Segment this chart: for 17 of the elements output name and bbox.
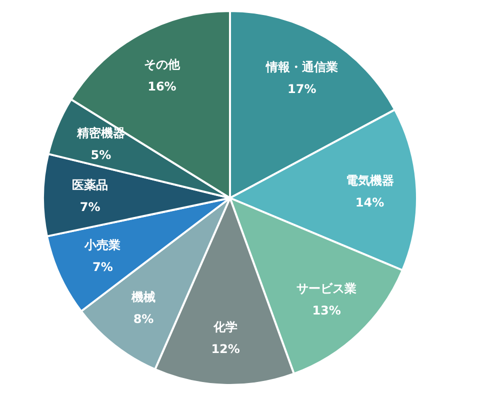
data-label: 7% (80, 200, 100, 214)
data-label: 8% (133, 312, 154, 326)
slice-label: サービス業 (296, 281, 357, 296)
slice-label: 情報・通信業 (264, 60, 338, 74)
slice-label: その他 (144, 58, 181, 72)
data-label: 12% (211, 342, 240, 356)
slice-label: 医薬品 (72, 178, 108, 192)
data-label: 14% (355, 195, 384, 210)
slice-label: 小売業 (84, 238, 121, 252)
data-label: 17% (288, 82, 316, 96)
data-label: 16% (148, 80, 176, 94)
slice-label: 化学 (212, 320, 238, 334)
slice-label: 電気機器 (346, 173, 394, 188)
data-label: 7% (92, 260, 113, 274)
data-label: 13% (312, 303, 341, 318)
data-label: 5% (90, 148, 112, 162)
slice-label: 機械 (130, 290, 156, 304)
